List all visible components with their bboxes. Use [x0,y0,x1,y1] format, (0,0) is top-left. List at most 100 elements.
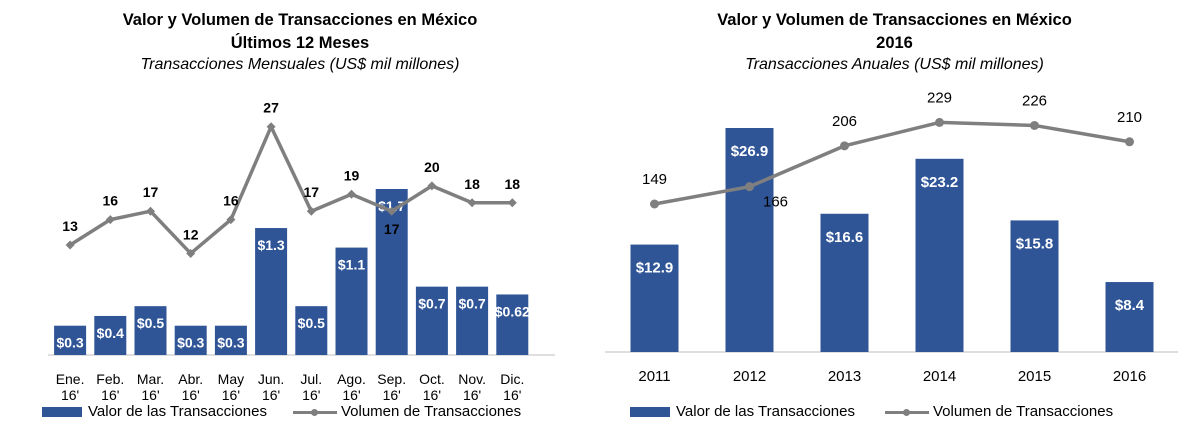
bar [456,286,489,355]
bar [415,286,448,355]
bar-value-label: $0.3 [56,335,83,351]
chart-title-line2: 2016 [876,34,913,52]
x-tick-label: Mar. [137,371,164,387]
line-point [146,206,155,216]
line-point [507,198,517,208]
bar-value-label: $0.62 [495,303,530,319]
line-point [266,122,276,132]
legend-label-bar: Valor de las Transacciones [676,403,855,420]
line-value-label: 210 [1117,109,1142,126]
line-value-label: 17 [384,221,400,237]
line-point [427,181,437,191]
line-value-label: 12 [183,226,199,242]
chart-title-line2: Últimos 12 Meses [230,34,370,52]
volume-line [69,124,513,256]
x-tick-label: Dic. [500,371,524,387]
line-value-label: 13 [62,218,78,234]
monthly-chart-svg: $0.3Ene.16'$0.4Feb.16'$0.5Mar.16'$0.3Abr… [48,100,555,403]
legend-swatch-bar [630,406,670,417]
line-point [306,206,316,216]
x-tick-label: 16' [141,387,159,403]
x-tick-label: 16' [182,387,200,403]
legend-item-line: Volumen de Transacciones [884,403,1113,420]
x-tick-label: Ene. [56,371,85,387]
bar [820,213,869,352]
x-tick-label: 2012 [733,368,766,385]
bar [335,247,368,355]
bar [134,306,167,355]
x-tick-label: May [218,371,244,387]
bar [630,244,679,352]
line-value-label: 206 [832,113,857,130]
x-tick-label: 2015 [1018,368,1051,385]
x-tick-label: Ago. [337,371,366,387]
bar [174,325,207,355]
line-value-label: 18 [505,176,521,192]
x-tick-label: 2014 [923,368,956,385]
bar [1010,220,1059,352]
x-tick-label: 16' [101,387,119,403]
x-tick-label: 16' [383,387,401,403]
line-point [1030,120,1039,130]
bar-value-label: $0.7 [458,296,485,312]
bar-value-label: $0.5 [137,315,164,331]
bar-value-label: $8.4 [1115,297,1145,314]
line-value-label: 27 [263,100,279,116]
line-point [226,215,236,225]
bar-value-label: $0.4 [97,325,124,341]
x-tick-label: 16' [342,387,360,403]
bar-value-label: $12.9 [636,260,674,277]
line-point [840,141,849,151]
x-tick-label: 2013 [828,368,861,385]
bar-value-label: $0.7 [418,296,445,312]
line-point [105,215,115,225]
bar-value-label: $15.8 [1016,235,1054,252]
x-tick-label: 16' [262,387,280,403]
annual-chart-panel: Valor y Volumen de Transacciones en Méxi… [600,0,1189,442]
bar-value-label: $1.1 [338,257,365,273]
legend-swatch-line [292,407,337,417]
line-value-label: 16 [223,193,239,209]
line-point [387,206,397,216]
bar-value-label: $0.3 [217,335,244,351]
bar [295,306,328,355]
x-tick-label: 2016 [1113,368,1146,385]
bar-value-label: $0.3 [177,335,204,351]
legend-label-bar: Valor de las Transacciones [88,403,267,420]
chart-subtitle: Transacciones Mensuales (US$ mil millone… [140,56,460,73]
line-value-label: 20 [424,159,440,175]
line-value-label: 149 [642,171,667,188]
legend-label-line: Volumen de Transacciones [340,403,522,420]
bar [255,228,288,355]
x-tick-label: 16' [61,387,79,403]
chart-title: Valor y Volumen de Transacciones en Méxi… [122,11,478,29]
x-tick-label: Jun. [258,371,284,387]
line-value-label: 166 [763,194,788,211]
line-point [935,117,944,127]
line-point [467,198,477,208]
chart-legend: Valor de las Transacciones Volumen de Tr… [630,403,1113,420]
bar [1105,282,1154,352]
x-tick-label: 16' [222,387,240,403]
bar-value-label: $1.3 [257,237,284,253]
line-point [745,182,754,192]
line-point [347,189,356,199]
x-tick-label: Feb. [96,371,124,387]
line-value-label: 17 [143,184,159,200]
bar [496,294,529,355]
line-value-label: 229 [927,89,952,106]
x-tick-label: 16' [302,387,320,403]
line-point [650,199,659,209]
x-tick-label: 16' [503,387,521,403]
bar-value-label: $23.2 [921,174,959,191]
line-value-label: 19 [344,167,360,183]
legend-item-bar: Valor de las Transacciones [42,403,267,420]
bar [94,315,127,355]
x-tick-label: Jul. [300,371,322,387]
chart-title: Valor y Volumen de Transacciones en Méxi… [717,11,1072,29]
line-value-label: 18 [464,176,480,192]
bar [375,189,408,355]
line-value-label: 17 [304,184,320,200]
bar-value-label: $26.9 [731,143,769,160]
bar [214,325,247,355]
